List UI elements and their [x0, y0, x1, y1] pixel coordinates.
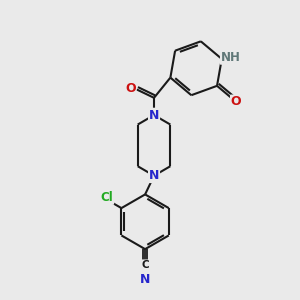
- Text: N: N: [149, 169, 159, 182]
- Text: Cl: Cl: [100, 191, 113, 204]
- Text: NH: NH: [221, 51, 241, 64]
- Text: O: O: [231, 95, 242, 108]
- Text: N: N: [149, 109, 159, 122]
- Text: O: O: [125, 82, 136, 94]
- Text: C: C: [141, 260, 149, 270]
- Text: N: N: [140, 273, 150, 286]
